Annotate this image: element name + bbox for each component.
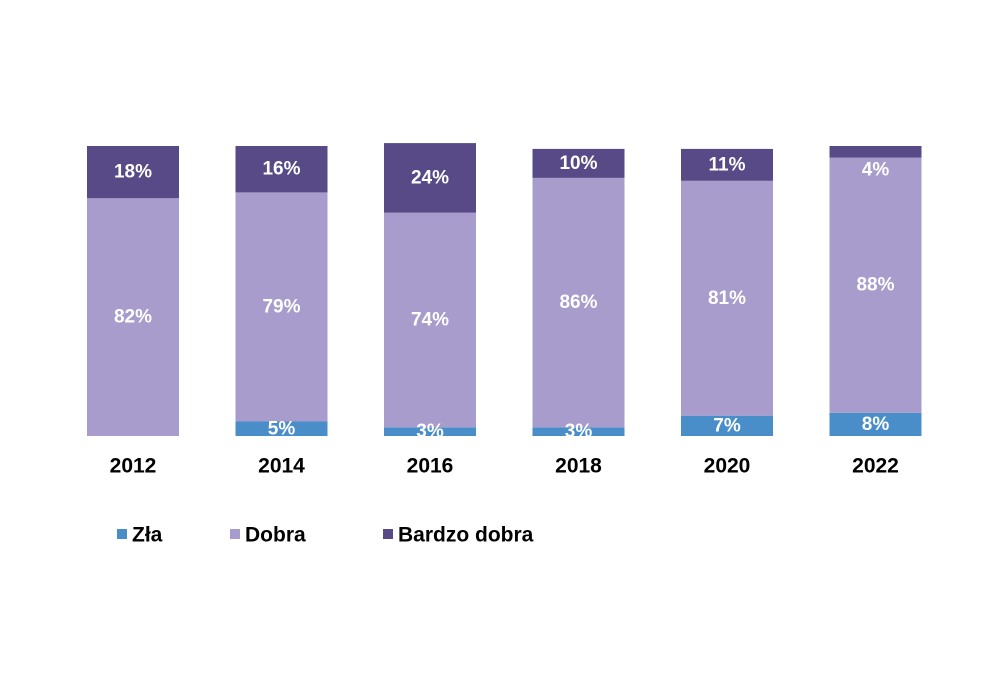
bar-segment-2020-2 <box>681 148 773 181</box>
data-label-2014-1: 79% <box>262 296 300 317</box>
data-label-2018-2: 10% <box>559 153 597 174</box>
data-label-2012-2: 18% <box>114 162 152 183</box>
data-label-2018-1: 86% <box>559 292 597 313</box>
data-label-2018-0: 3% <box>565 421 593 442</box>
legend: Zła Dobra Bardzo dobra <box>117 524 534 547</box>
data-label-2020-2: 11% <box>709 154 746 175</box>
bar-segment-2022-0 <box>829 412 922 436</box>
bar-segment-2018-1 <box>532 177 625 428</box>
bar-segment-2018-0 <box>532 427 625 436</box>
data-label-2014-0: 5% <box>268 418 296 439</box>
category-labels-layer: 2012 2014 2016 2018 2020 2022 <box>110 455 899 478</box>
bar-segment-2012-1 <box>87 198 179 436</box>
x-tick-label-2020: 2020 <box>704 455 751 478</box>
legend-swatch-0 <box>117 529 127 539</box>
legend-swatch-1 <box>230 529 240 539</box>
legend-label-0: Zła <box>132 524 163 547</box>
bar-segment-2014-0 <box>235 421 328 436</box>
data-label-2016-0: 3% <box>416 421 444 442</box>
bar-segment-2022-1 <box>829 157 922 413</box>
bar-segment-2022-2 <box>829 146 922 158</box>
data-label-2022-top: 4% <box>862 160 890 181</box>
bar-segment-2014-2 <box>235 146 328 193</box>
data-label-2016-1: 74% <box>411 310 449 331</box>
bar-segment-2016-1 <box>384 212 476 428</box>
bar-segment-2012-2 <box>87 146 179 199</box>
x-tick-label-2022: 2022 <box>852 455 899 478</box>
x-tick-label-2012: 2012 <box>110 455 157 478</box>
x-tick-label-2016: 2016 <box>407 455 454 478</box>
bar-segment-2020-1 <box>681 180 773 416</box>
segment-labels-layer: 82% 18% 5% 79% 16% 3% 74% 24% 3% 86% 10% 7% 81% 11% 8%… <box>114 153 895 442</box>
legend-swatch-2 <box>383 529 393 539</box>
data-label-2014-2: 16% <box>262 159 300 180</box>
x-tick-label-2018: 2018 <box>555 455 602 478</box>
bars-layer <box>87 143 922 436</box>
bar-segment-2016-0 <box>384 427 476 436</box>
legend-label-2: Bardzo dobra <box>398 524 534 547</box>
bar-segment-2020-0 <box>681 415 773 436</box>
x-tick-label-2014: 2014 <box>258 455 305 478</box>
bar-segment-2014-1 <box>235 192 328 422</box>
data-label-2022-0: 8% <box>862 414 890 435</box>
bar-segment-2016-2 <box>384 143 476 213</box>
data-label-2022-1: 88% <box>856 275 894 296</box>
legend-label-1: Dobra <box>245 524 306 547</box>
data-label-2012-1: 82% <box>114 307 152 328</box>
data-label-2020-1: 81% <box>708 288 746 309</box>
data-label-2016-2: 24% <box>411 167 449 188</box>
data-label-2020-0: 7% <box>713 415 741 436</box>
bar-segment-2018-2 <box>532 148 625 178</box>
